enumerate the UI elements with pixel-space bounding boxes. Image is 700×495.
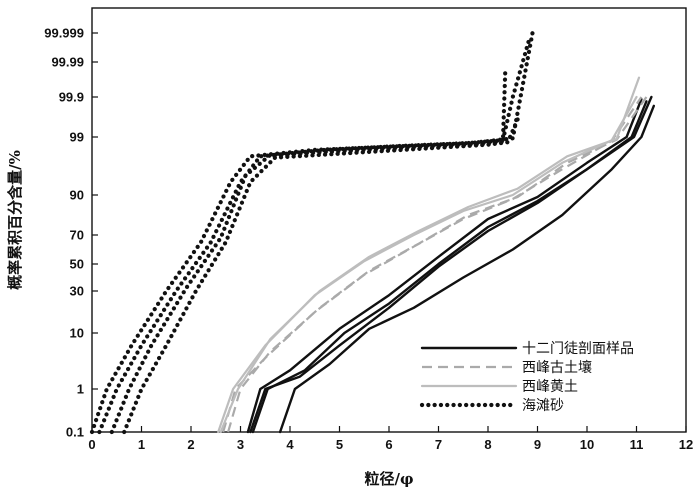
y-tick-label: 99.99 <box>51 55 84 70</box>
curve-series-1-4 <box>278 104 655 434</box>
x-axis: 0 1 2 3 4 5 6 7 8 9 10 11 12 <box>88 426 693 452</box>
legend-label-3: 西峰黄土 <box>522 378 578 395</box>
x-tick-label: 4 <box>286 437 294 452</box>
curve-series-3-2 <box>219 76 641 434</box>
x-tick-label: 8 <box>484 437 491 452</box>
legend-label-2: 西峰古土壤 <box>522 359 592 376</box>
curve-series-1-3 <box>251 95 653 434</box>
curve-series-1-1 <box>246 98 643 434</box>
y-tick-label: 99 <box>70 130 84 145</box>
curves-layer <box>89 30 655 435</box>
x-tick-label: 6 <box>385 437 392 452</box>
y-tick-label: 30 <box>70 284 84 299</box>
x-tick-label: 1 <box>138 437 145 452</box>
y-tick-label: 99.999 <box>44 26 84 41</box>
y-tick-label: 50 <box>70 257 84 272</box>
y-axis: 0.1 1 10 30 50 70 90 99 99.9 99.99 99.999 <box>44 26 98 440</box>
x-tick-label: 11 <box>630 437 644 452</box>
y-tick-label: 0.1 <box>66 425 84 440</box>
curve-series-2-2 <box>227 96 648 433</box>
curve-series-4-1 <box>89 34 533 435</box>
legend-label-1: 十二门徒剖面样品 <box>522 341 634 357</box>
x-tick-label: 12 <box>679 437 693 452</box>
x-tick-label: 5 <box>336 437 343 452</box>
x-tick-label: 7 <box>435 437 442 452</box>
x-tick-label: 9 <box>534 437 541 452</box>
y-tick-label: 99.9 <box>59 90 84 105</box>
legend-label-4: 海滩砂 <box>522 398 564 414</box>
y-tick-label: 1 <box>77 382 84 397</box>
y-tick-label: 90 <box>70 188 84 203</box>
y-tick-label: 70 <box>70 228 84 243</box>
x-tick-label: 3 <box>237 437 244 452</box>
plot-frame <box>91 7 687 433</box>
x-tick-label: 0 <box>88 437 95 452</box>
curve-series-3-1 <box>217 95 638 434</box>
curve-series-2-1 <box>222 96 643 433</box>
curve-series-4-4 <box>122 117 520 435</box>
curve-series-4-2 <box>97 30 535 435</box>
y-axis-title: 概率累积百分含量/% <box>6 150 24 290</box>
x-tick-label: 2 <box>187 437 194 452</box>
x-tick-label: 10 <box>580 437 594 452</box>
y-tick-label: 10 <box>70 326 84 341</box>
x-axis-title: 粒径/φ <box>364 470 413 488</box>
